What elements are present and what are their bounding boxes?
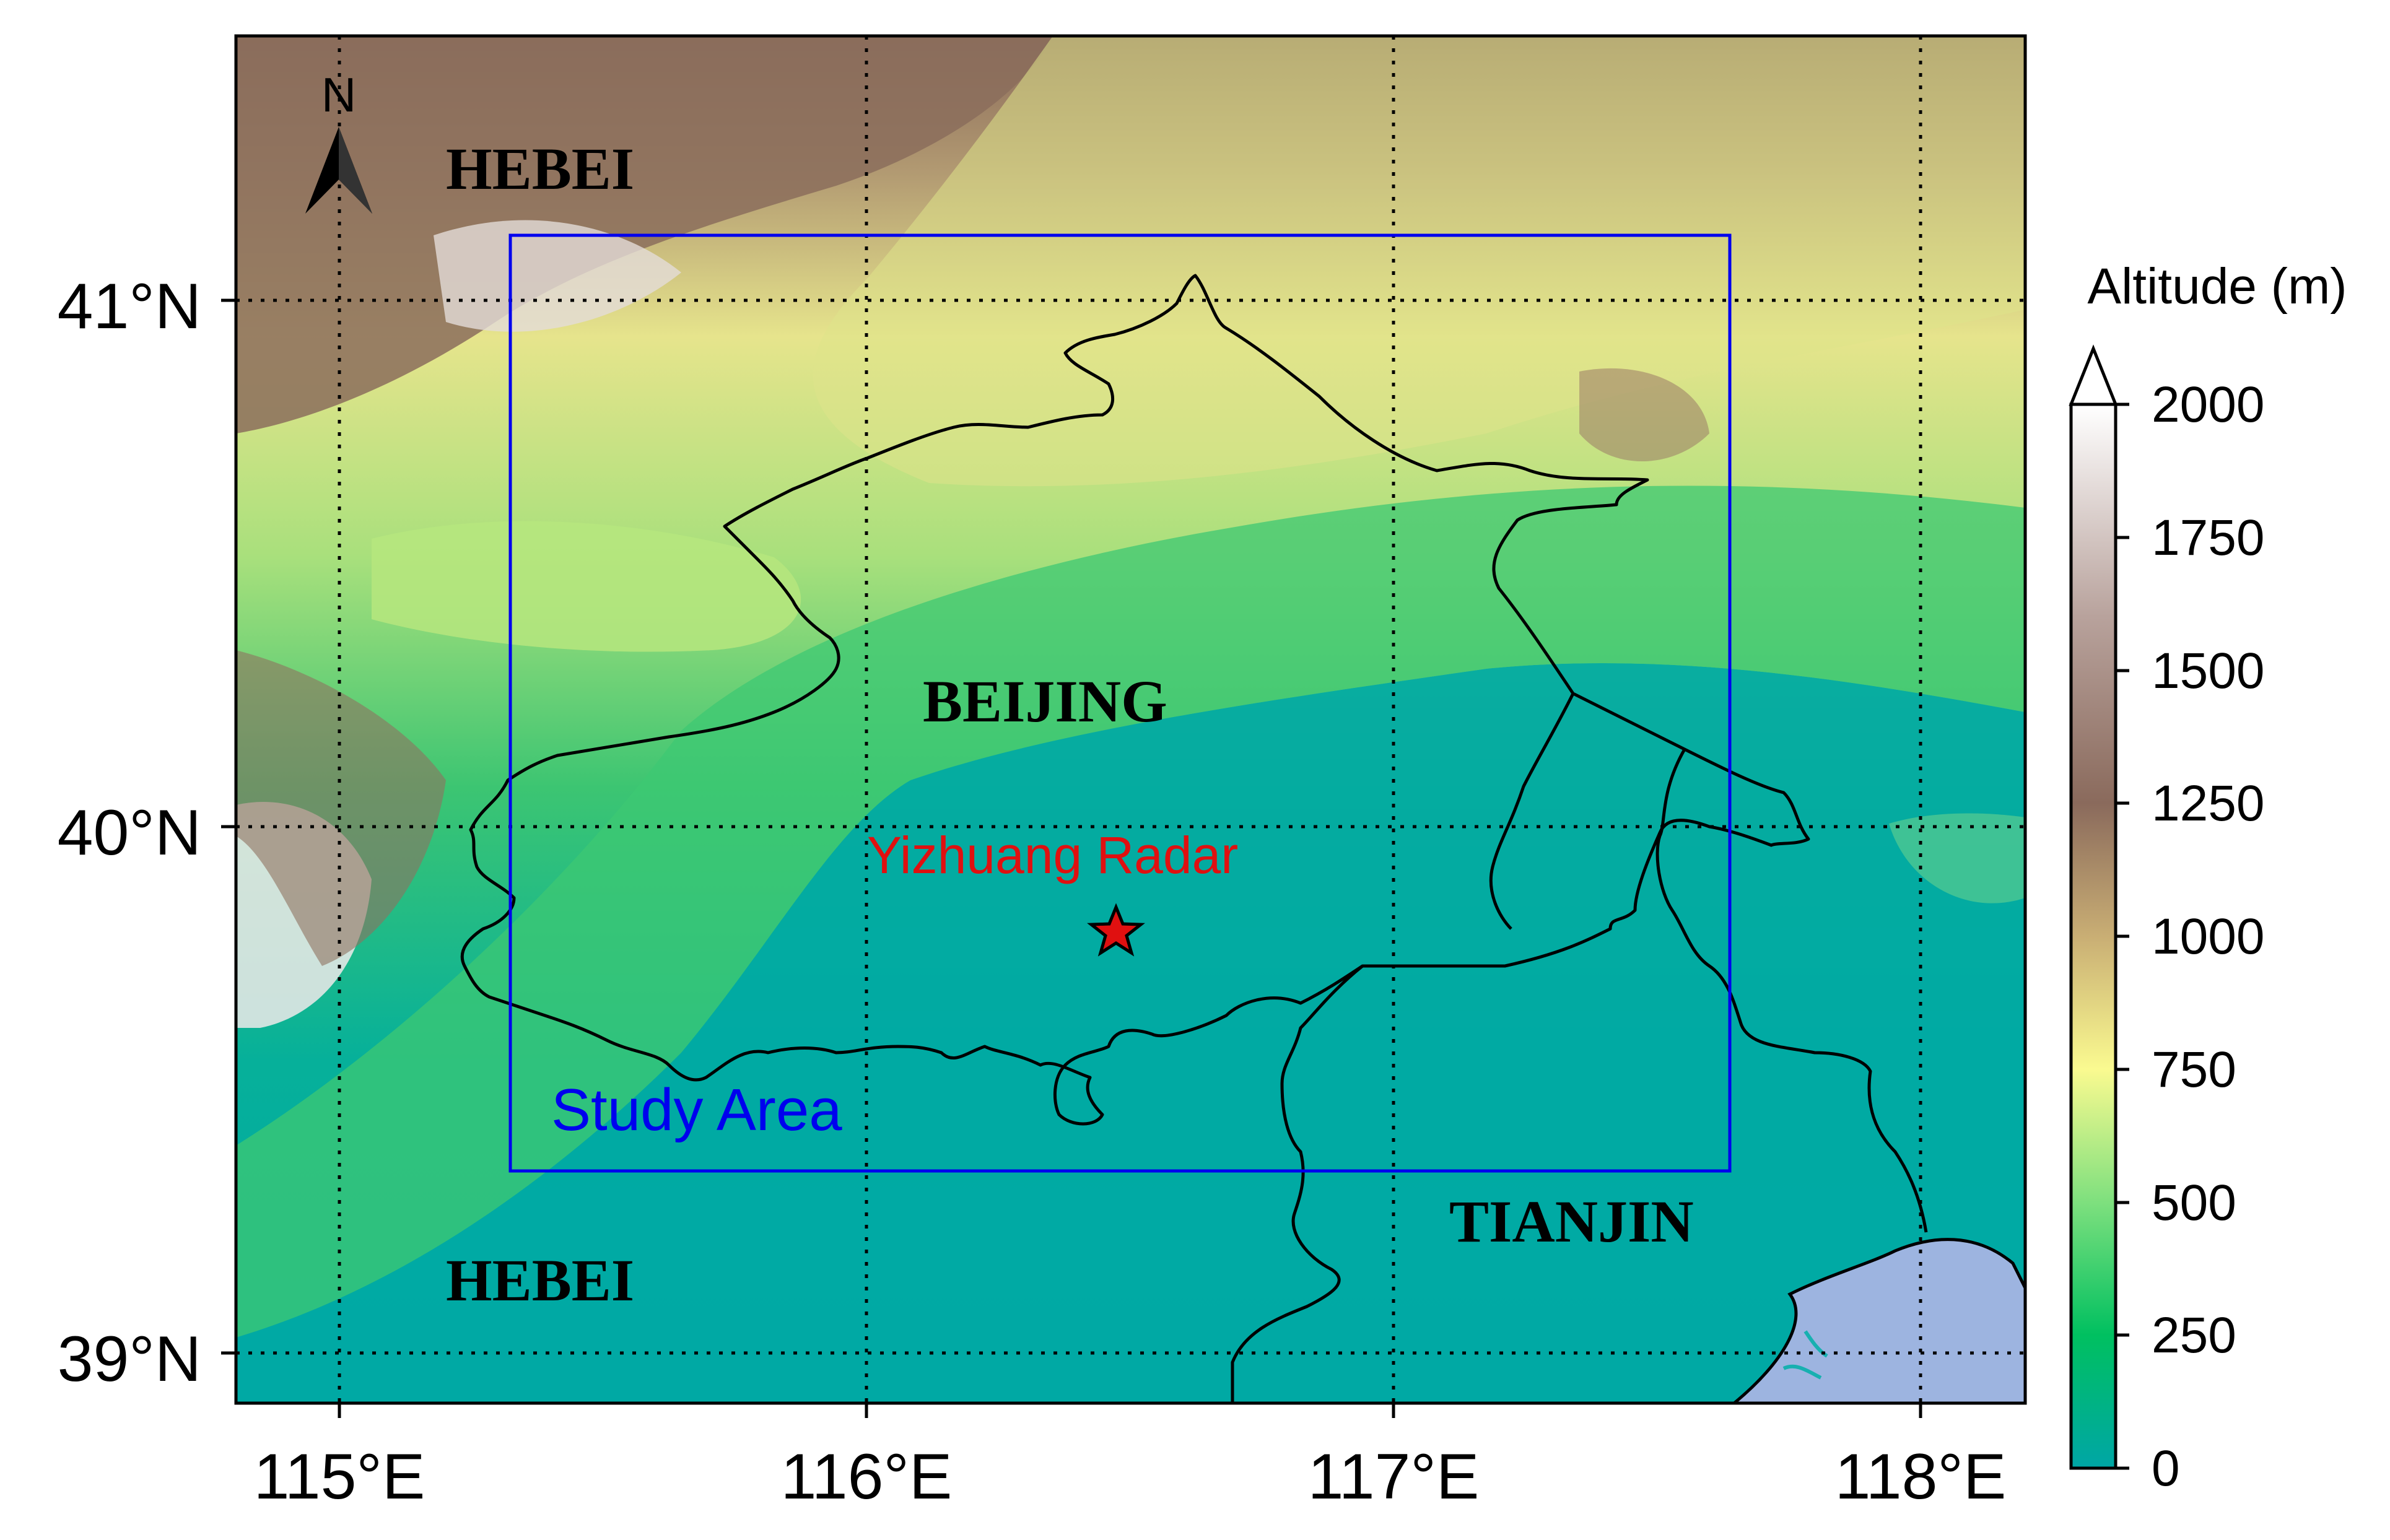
study-area-label: Study Area [551,1077,842,1143]
colorbar-tick-500: 500 [2152,1175,2236,1231]
region-label-hebei-south: HEBEI [446,1247,634,1313]
region-label-tianjin: TIANJIN [1449,1188,1694,1255]
lon-tick-115: 115°E [254,1441,425,1513]
map-frame [234,34,2027,1405]
colorbar-tick-1250: 1250 [2152,775,2264,832]
colorbar-tick-1750: 1750 [2152,510,2264,566]
north-arrow-label: N [321,67,356,122]
colorbar-tick-1500: 1500 [2152,643,2264,699]
radar-label: Yizhuang Radar [867,826,1238,884]
latitude-ticks [221,298,236,1355]
star-icon [1087,903,1145,957]
colorbar-tick-0: 0 [2152,1440,2180,1497]
colorbar-extend-triangle [2069,344,2118,406]
lat-tick-41: 41°N [58,271,201,342]
region-label-beijing: BEIJING [923,668,1167,734]
colorbar-tick-250: 250 [2152,1307,2236,1364]
colorbar-gradient [2069,402,2117,1470]
study-area-rectangle [508,233,1732,1173]
region-label-hebei-north: HEBEI [446,136,634,202]
lon-tick-116: 116°E [781,1441,953,1513]
colorbar: Altitude (m) 0 250 500 750 1000 1250 150… [2069,258,2347,1497]
beijing-boundary [460,274,1810,1126]
hebei-langfang-boundary [1489,692,1575,930]
tianjin-boundary-west [1231,965,1364,1403]
colorbar-tick-1000: 1000 [2152,908,2264,965]
graticule [236,36,2025,1403]
lat-tick-40: 40°N [58,797,201,869]
colorbar-tick-2000: 2000 [2152,376,2264,433]
tianjin-boundary-east [1655,748,1928,1233]
colorbar-tick-750: 750 [2152,1042,2236,1098]
longitude-ticks [338,1403,1922,1418]
colorbar-title: Altitude (m) [2087,258,2347,315]
lon-tick-118: 118°E [1835,1441,2007,1513]
lat-tick-39: 39°N [58,1323,201,1395]
terrain-raster [236,36,2025,1403]
administrative-boundaries [460,274,1928,1403]
lon-tick-117: 117°E [1308,1441,1480,1513]
